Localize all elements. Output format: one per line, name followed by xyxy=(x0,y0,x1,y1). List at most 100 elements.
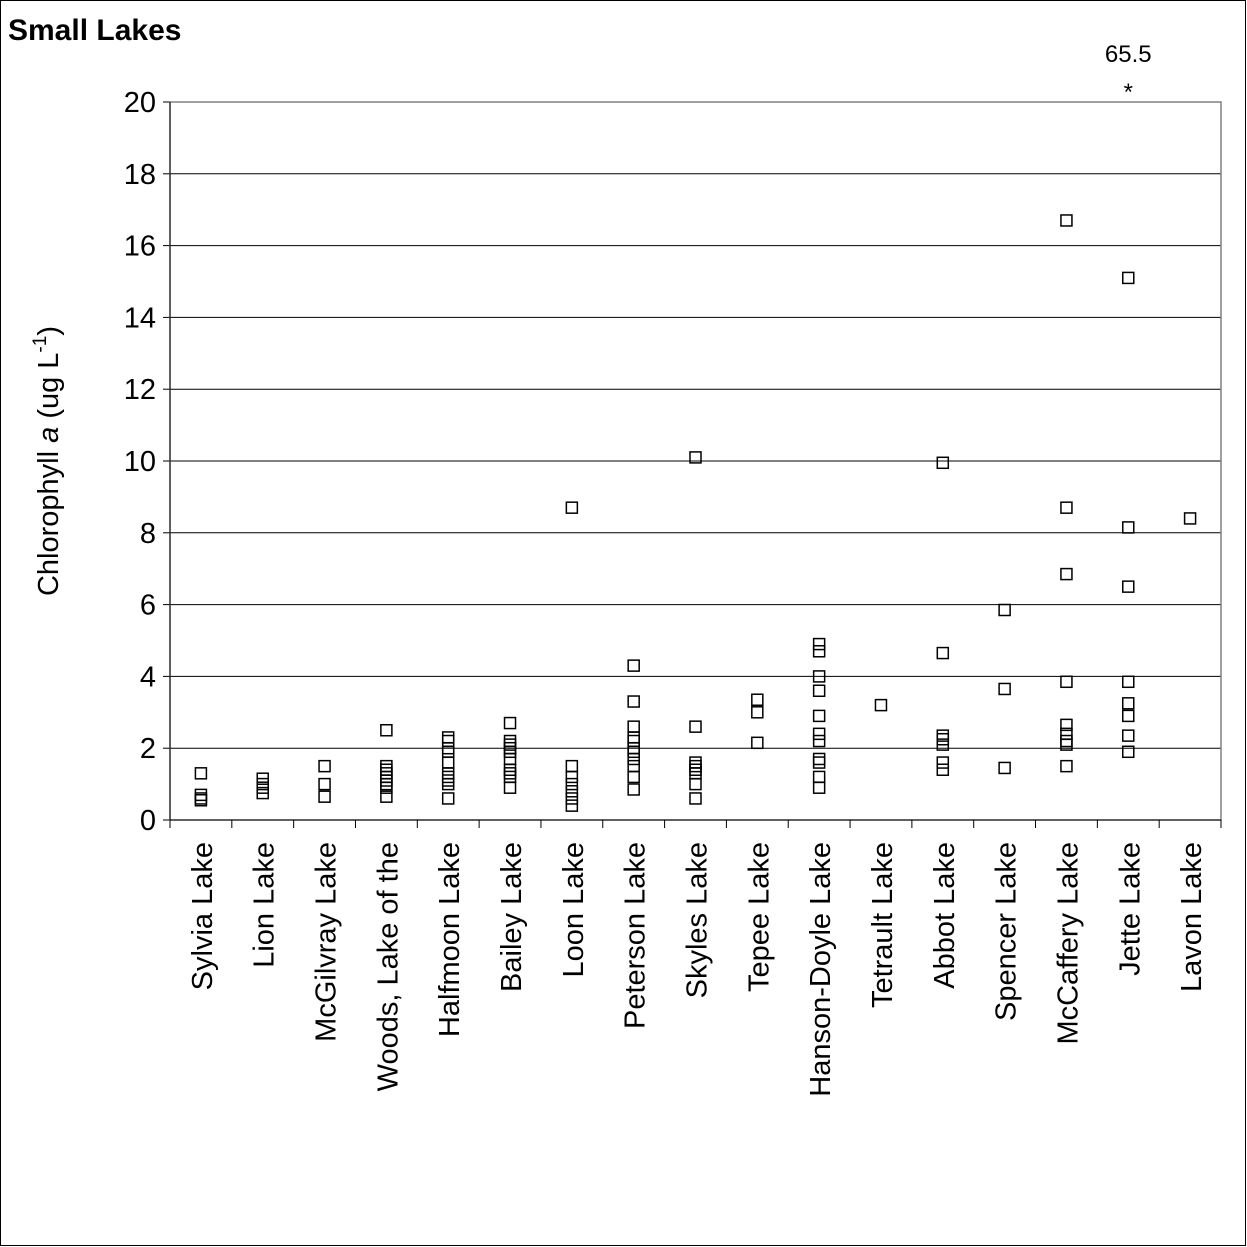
data-point xyxy=(318,777,331,791)
y-tick-label: 20 xyxy=(124,87,156,119)
chart-title: Small Lakes xyxy=(8,14,181,47)
data-point xyxy=(1122,709,1135,723)
y-tick-label: 8 xyxy=(140,518,156,550)
data-point xyxy=(318,790,331,803)
x-tick-label: Tepee Lake xyxy=(743,842,775,992)
data-point xyxy=(256,786,269,800)
offscale-value-label: 65.5 xyxy=(1105,41,1152,68)
data-point xyxy=(565,770,579,784)
y-tick-label: 2 xyxy=(140,733,156,765)
data-point xyxy=(627,770,640,784)
data-point xyxy=(1060,675,1073,689)
data-point xyxy=(689,792,702,805)
data-point xyxy=(812,756,826,769)
data-point xyxy=(1122,271,1135,285)
data-point xyxy=(936,646,950,660)
data-point xyxy=(441,792,455,805)
x-tick-label: Bailey Lake xyxy=(496,842,528,992)
x-tick-label: Peterson Lake xyxy=(620,842,652,1029)
data-point xyxy=(380,724,393,737)
data-point xyxy=(503,716,517,730)
y-tick-label: 14 xyxy=(124,302,156,334)
data-point xyxy=(1122,745,1135,759)
data-point xyxy=(689,777,702,791)
data-point xyxy=(1060,738,1073,751)
y-tick-label: 0 xyxy=(140,805,156,837)
y-axis-label: Chlorophyll a (ug L-1) xyxy=(30,326,65,596)
y-tick-label: 10 xyxy=(124,446,156,478)
data-point xyxy=(998,761,1011,775)
data-point xyxy=(318,759,331,773)
y-label-part: -1 xyxy=(30,336,51,353)
data-point xyxy=(1122,675,1135,689)
data-point xyxy=(565,785,579,798)
data-point xyxy=(565,799,579,812)
x-tick-label: Abbot Lake xyxy=(929,842,961,989)
data-point xyxy=(194,767,208,780)
data-point xyxy=(812,637,826,651)
data-point xyxy=(380,790,393,803)
data-point xyxy=(627,783,640,796)
y-label-part: ) xyxy=(33,326,65,336)
data-point xyxy=(565,501,579,514)
data-point xyxy=(1060,214,1073,227)
data-point xyxy=(1060,567,1073,581)
data-point xyxy=(1060,718,1073,732)
data-point xyxy=(689,720,702,733)
data-point xyxy=(441,777,455,791)
y-label-part: (ug L xyxy=(33,353,65,427)
data-point xyxy=(1122,521,1135,534)
data-point xyxy=(1060,759,1073,773)
data-point xyxy=(565,792,579,805)
y-tick-label: 16 xyxy=(124,231,156,263)
data-point xyxy=(503,781,517,794)
x-tick-label: Lavon Lake xyxy=(1176,842,1208,992)
y-tick-label: 18 xyxy=(124,159,156,191)
data-point xyxy=(380,781,393,794)
data-point xyxy=(998,603,1011,617)
x-tick-label: Jette Lake xyxy=(1114,842,1146,976)
data-point xyxy=(1122,729,1135,742)
y-tick-label: 6 xyxy=(140,590,156,622)
y-label-part: a xyxy=(33,427,65,443)
data-point xyxy=(812,734,826,748)
data-point xyxy=(751,736,764,750)
data-point xyxy=(936,738,950,751)
data-point xyxy=(874,698,888,712)
data-point xyxy=(627,659,640,672)
y-tick-label: 4 xyxy=(140,661,156,693)
data-point xyxy=(751,693,764,706)
data-point xyxy=(998,682,1011,696)
data-point xyxy=(812,684,826,698)
x-tick-label: Halfmoon Lake xyxy=(434,842,466,1037)
data-point xyxy=(812,645,826,658)
data-point xyxy=(1060,501,1073,514)
x-tick-label: Lion Lake xyxy=(249,842,281,968)
y-tick-label: 12 xyxy=(124,374,156,406)
data-point xyxy=(627,745,640,759)
x-tick-label: Loon Lake xyxy=(558,842,590,977)
x-tick-label: Woods, Lake of the xyxy=(372,842,404,1091)
data-point xyxy=(689,451,702,464)
data-point xyxy=(936,456,950,470)
data-point xyxy=(812,709,826,723)
data-point xyxy=(565,777,579,791)
data-point xyxy=(812,727,826,741)
data-point xyxy=(503,745,517,759)
data-point xyxy=(812,781,826,794)
x-tick-label: Hanson-Doyle Lake xyxy=(805,842,837,1097)
data-point xyxy=(194,794,208,807)
x-tick-label: McCaffery Lake xyxy=(1052,842,1084,1045)
x-tick-label: Sylvia Lake xyxy=(187,842,219,990)
offscale-marker: * xyxy=(1124,79,1133,106)
data-point xyxy=(1183,512,1197,525)
data-point xyxy=(936,756,950,769)
x-tick-label: Spencer Lake xyxy=(991,842,1023,1021)
data-point xyxy=(627,695,640,708)
data-point xyxy=(1122,697,1135,710)
y-label-part: Chlorophyll xyxy=(33,443,65,596)
data-point xyxy=(1122,580,1135,593)
x-tick-label: Skyles Lake xyxy=(682,842,714,998)
